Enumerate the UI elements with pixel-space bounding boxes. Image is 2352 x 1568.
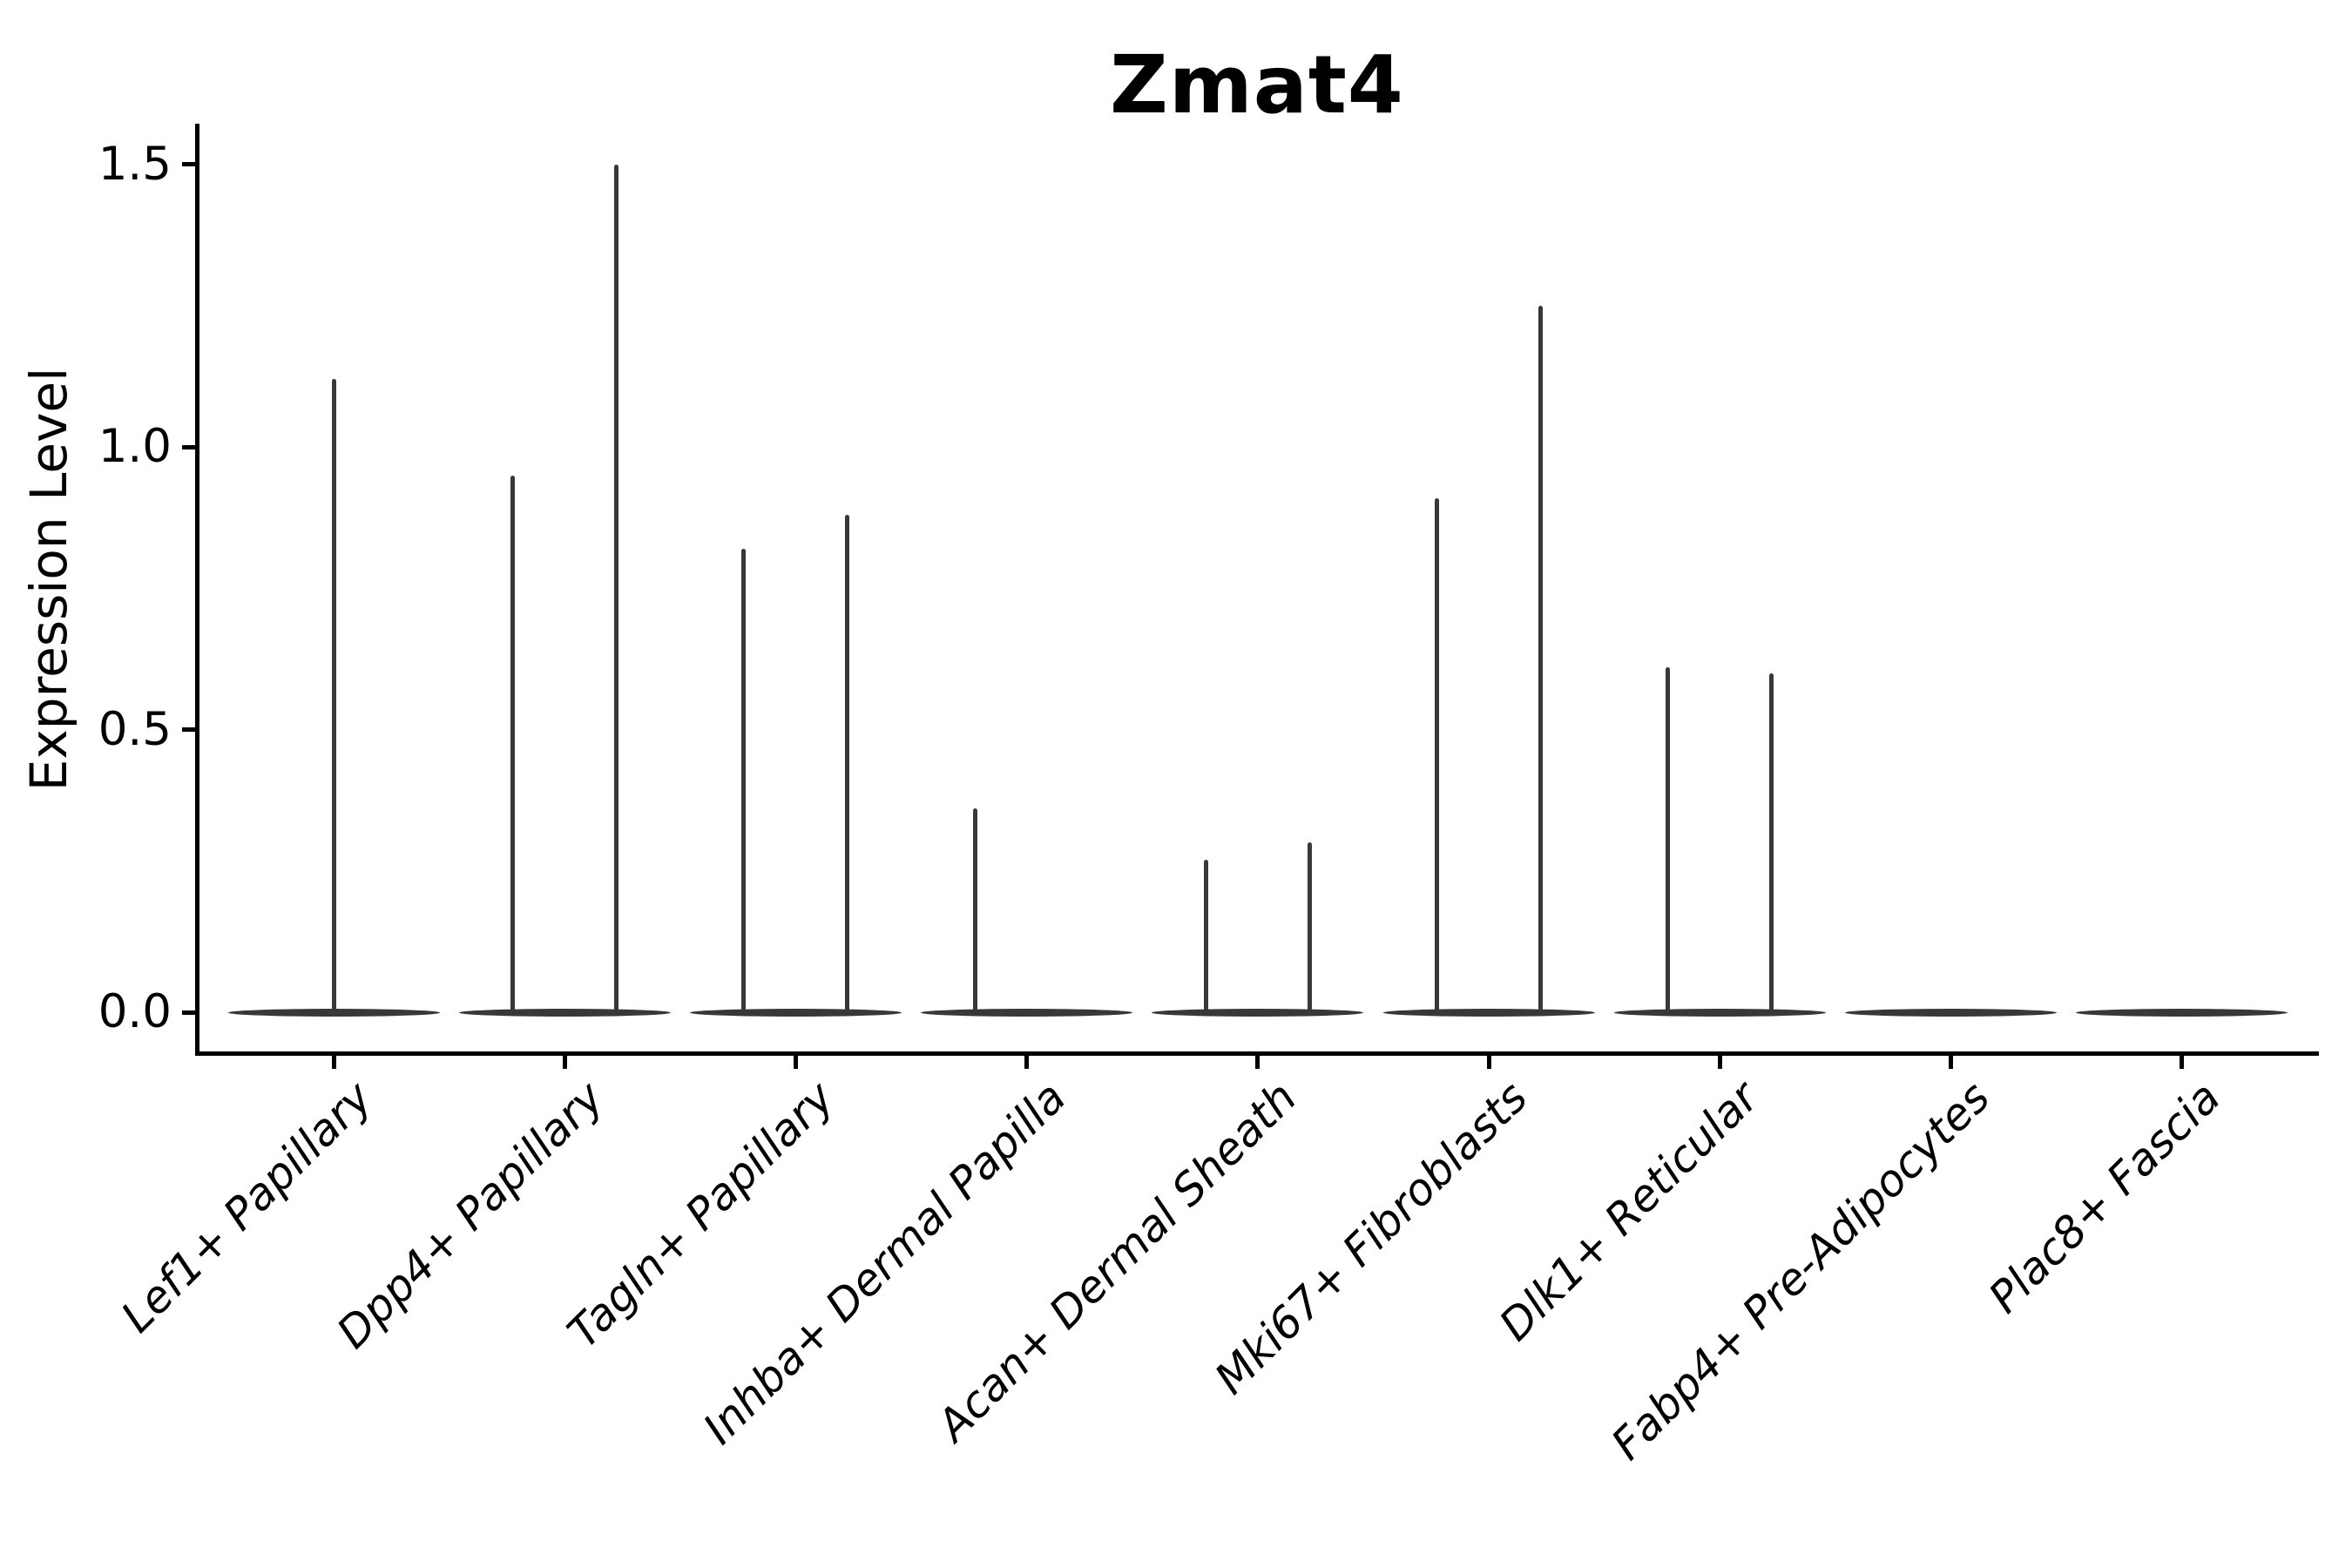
violin-baseline-7 [1844, 1008, 2057, 1017]
y-tick-mark-1.5 [182, 162, 196, 167]
violin-spike-4-left [1203, 859, 1208, 1012]
y-tick-mark-0 [182, 1010, 196, 1015]
x-tick-mark-7 [1948, 1055, 1953, 1069]
y-tick-mark-0.5 [182, 727, 196, 733]
x-tick-mark-8 [2180, 1055, 2185, 1069]
violin-spike-3-left [972, 808, 977, 1012]
y-tick-label-0.5: 0.5 [98, 702, 172, 756]
x-tick-label-7: Fabp4+ Pre-Adipocytes [1601, 1071, 2000, 1470]
violin-spike-5-left [1435, 497, 1439, 1012]
violin-baseline-6 [1613, 1008, 1826, 1017]
violin-baseline-2 [689, 1008, 902, 1017]
violin-baseline-5 [1382, 1008, 1595, 1017]
y-tick-mark-1 [182, 444, 196, 449]
violin-spike-6-left [1666, 667, 1671, 1012]
y-tick-label-1.5: 1.5 [98, 137, 172, 191]
y-tick-label-1: 1.0 [98, 420, 172, 474]
x-tick-mark-1 [562, 1055, 567, 1069]
violin-baseline-0 [227, 1008, 440, 1017]
x-tick-label-8: Plac8+ Fascia [1979, 1071, 2231, 1323]
violin-spike-6-right [1769, 672, 1774, 1012]
violin-spike-2-right [845, 515, 850, 1012]
violin-spike-1-right [614, 164, 619, 1012]
x-tick-mark-0 [331, 1055, 336, 1069]
x-tick-mark-6 [1717, 1055, 1722, 1069]
violin-spike-4-right [1307, 842, 1312, 1012]
violin-spike-2-left [741, 549, 747, 1012]
y-axis-label: Expression Level [19, 367, 78, 792]
violin-spike-1-left [510, 475, 516, 1012]
violin-baseline-4 [1152, 1008, 1364, 1017]
x-axis-spine [195, 1051, 2319, 1056]
x-tick-mark-3 [1024, 1055, 1030, 1069]
y-tick-label-0: 0.0 [98, 985, 172, 1038]
x-tick-mark-2 [793, 1055, 798, 1069]
x-tick-mark-4 [1255, 1055, 1260, 1069]
violin-baseline-1 [458, 1008, 671, 1017]
plot-title: Zmat4 [1110, 38, 1404, 132]
x-tick-label-0: Lef1+ Papillary [112, 1071, 382, 1342]
x-tick-mark-5 [1486, 1055, 1491, 1069]
violin-baseline-8 [2076, 1008, 2288, 1017]
violin-baseline-3 [921, 1008, 1133, 1017]
violin-spike-5-right [1538, 306, 1543, 1012]
violin-spike-0-center [331, 379, 336, 1012]
y-axis-spine [195, 124, 199, 1056]
